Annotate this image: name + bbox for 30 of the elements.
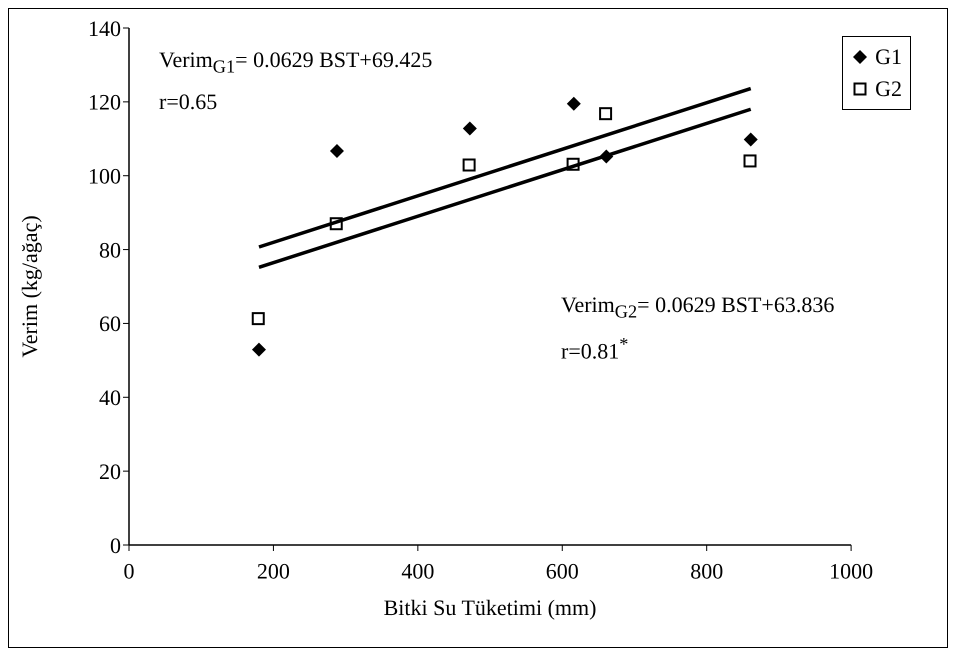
y-tick-label: 0 bbox=[110, 532, 121, 558]
y-tick-label: 40 bbox=[99, 385, 121, 410]
annotation: r=0.65 bbox=[159, 89, 218, 115]
annotation: Verim$_{G2}$= 0.0629 BST+63.836 bbox=[561, 292, 834, 322]
point bbox=[599, 107, 612, 120]
point bbox=[252, 342, 266, 357]
point bbox=[566, 96, 581, 111]
point bbox=[744, 132, 758, 147]
annotation: Verim$_{G1}$= 0.0629 BST+69.425 bbox=[159, 47, 432, 78]
y-tick-label: 120 bbox=[88, 90, 121, 115]
point bbox=[252, 312, 265, 326]
legend-label: G2 bbox=[875, 75, 902, 103]
y-tick-label: 100 bbox=[88, 164, 121, 189]
y-tick-label: 20 bbox=[99, 458, 121, 484]
legend-label: G1 bbox=[875, 43, 902, 71]
y-tick-label: 80 bbox=[99, 237, 121, 262]
y-tick-label: 60 bbox=[99, 311, 121, 336]
point bbox=[744, 154, 757, 168]
point bbox=[462, 158, 476, 172]
point bbox=[330, 144, 344, 158]
y-tick-label: 140 bbox=[88, 16, 121, 41]
point bbox=[462, 121, 477, 136]
x-tick-label: 1000 bbox=[829, 558, 874, 584]
x-axis-title: Bitki Su Tüketimi (mm) bbox=[384, 595, 596, 620]
x-tick-label: 600 bbox=[546, 558, 579, 584]
x-tick-label: 400 bbox=[401, 558, 434, 584]
annotation: r=0.81$^{*}$ bbox=[561, 334, 628, 364]
y-axis-title: Verim (kg/ağaç) bbox=[16, 215, 42, 358]
x-tick-label: 800 bbox=[690, 558, 724, 584]
x-tick-label: 200 bbox=[256, 558, 290, 584]
